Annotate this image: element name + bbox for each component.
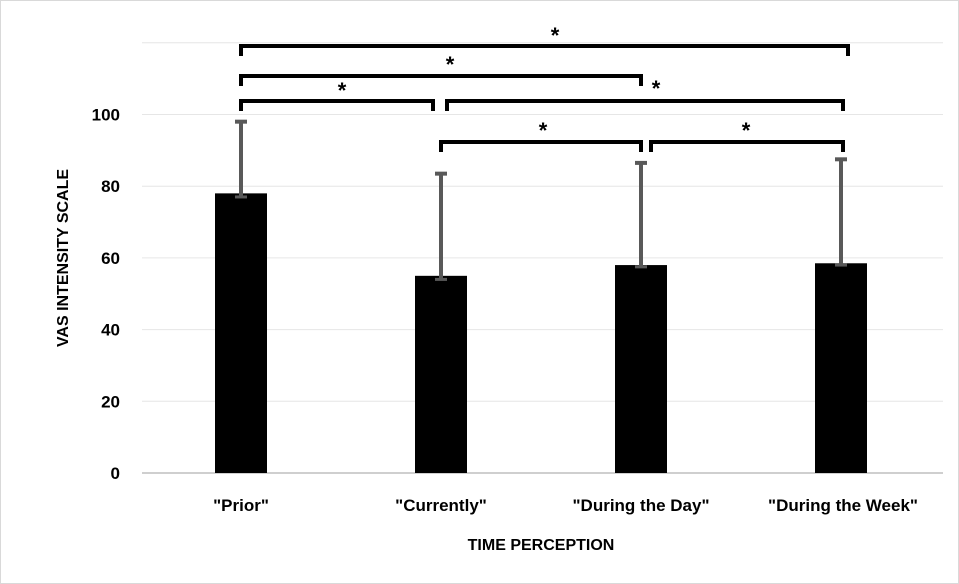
bars (215, 193, 867, 473)
significance-marker: * (539, 118, 548, 143)
significance-bracket (239, 74, 643, 86)
x-axis-title: TIME PERCEPTION (468, 537, 615, 554)
category-label: "During the Week" (768, 496, 918, 515)
significance-bracket (239, 44, 850, 56)
significance-marker: * (338, 78, 347, 103)
significance-marker: * (551, 23, 560, 48)
category-labels: "Prior" "Currently" "During the Day" "Durin… (213, 496, 918, 515)
y-tick-label: 0 (111, 464, 120, 483)
significance-marker: * (742, 118, 751, 143)
significance-bracket (439, 140, 643, 152)
bar (215, 193, 267, 473)
y-tick-label: 40 (101, 321, 120, 340)
significance-marker: * (652, 76, 661, 101)
error-bars (235, 119, 847, 281)
significance-marker: * (446, 52, 455, 77)
category-label: "Prior" (213, 496, 269, 515)
y-tick-labels: 0 20 40 60 80 100 (92, 106, 120, 484)
bar (615, 265, 667, 473)
significance-bracket (649, 140, 845, 152)
category-label: "During the Day" (572, 496, 709, 515)
significance-bracket (445, 99, 845, 111)
bar (415, 275, 467, 473)
bar (815, 263, 867, 473)
y-tick-label: 60 (101, 249, 120, 268)
y-tick-label: 80 (101, 177, 120, 196)
category-label: "Currently" (395, 496, 487, 515)
gridlines (142, 42, 943, 474)
y-tick-label: 20 (101, 392, 120, 411)
significance-brackets: * * * * * * (239, 23, 850, 152)
y-tick-label: 100 (92, 106, 120, 125)
y-axis-title: VAS INTENSITY SCALE (55, 169, 72, 347)
significance-bracket (239, 99, 435, 111)
